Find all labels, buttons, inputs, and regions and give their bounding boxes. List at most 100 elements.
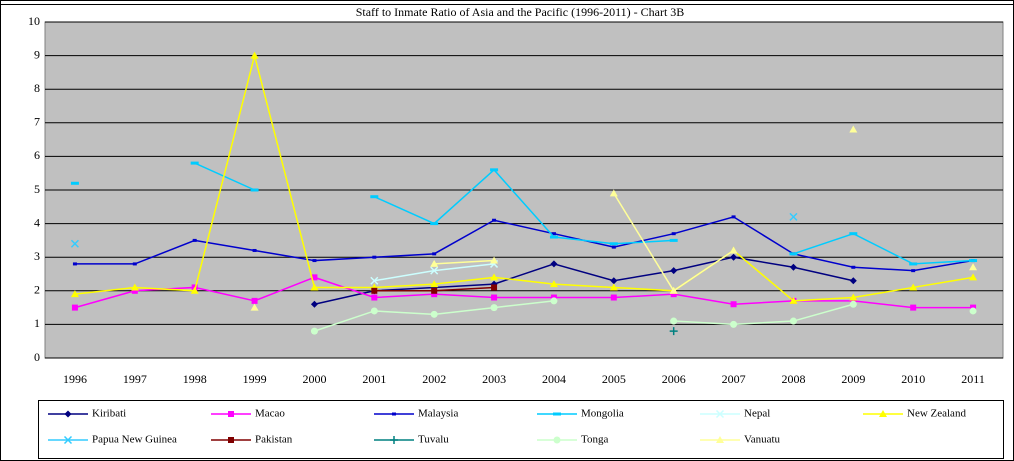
legend-marker [392,412,396,416]
data-point [370,195,379,199]
data-point [312,259,317,263]
series-line [74,55,974,302]
series-line [194,162,974,265]
data-point [969,273,978,281]
data-point [910,304,917,311]
x-tick-label: 1997 [123,372,147,386]
legend-label: Tonga [581,434,608,446]
x-tick-label: 2003 [482,372,506,386]
legend-marker [716,436,724,443]
data-point [789,212,798,221]
data-point [70,239,79,248]
data-point [370,307,378,315]
data-point [669,238,678,242]
data-point [550,297,558,305]
data-point [789,317,797,325]
data-point [669,327,678,336]
data-point [789,263,797,271]
data-point [849,300,857,308]
data-point [70,290,79,298]
data-point [250,188,259,192]
x-tick-label: 2008 [781,372,805,386]
data-point [430,222,439,226]
data-point [671,232,676,236]
data-point [730,301,737,308]
x-tick-label: 2011 [961,372,985,386]
x-tick-label: 2001 [362,372,386,386]
x-tick-label: 2009 [841,372,865,386]
legend-label: Malaysia [418,408,458,420]
legend-label: Kiribati [92,408,126,420]
data-point [430,266,439,275]
data-point [372,255,377,259]
data-point [71,304,78,311]
y-tick-label: 6 [34,148,40,162]
y-tick-label: 3 [34,249,40,263]
data-point [431,291,438,298]
data-point [490,273,499,281]
data-point [849,293,858,301]
data-point [730,253,738,261]
legend-label: Nepal [744,408,770,420]
data-point [131,287,138,294]
data-point [909,283,918,291]
data-point [731,215,736,219]
data-point [789,252,798,256]
data-point [670,317,678,325]
data-point [491,284,498,291]
legend-marker [879,410,887,417]
data-point [431,287,438,294]
data-point [70,181,79,185]
data-point [849,125,858,133]
legend-marker [228,437,234,443]
x-tick-label: 2006 [662,372,686,386]
y-tick-label: 10 [28,14,40,28]
data-point [549,235,558,239]
x-tick-label: 2007 [722,372,746,386]
legend-label: Tuvalu [418,434,449,446]
x-tick-label: 2000 [302,372,326,386]
data-point [430,259,439,267]
y-tick-label: 4 [34,215,40,229]
data-point [789,296,798,304]
data-point [430,310,438,318]
y-tick-label: 9 [34,47,40,61]
data-point [72,262,77,266]
data-point [252,248,257,252]
legend-label: New Zealand [907,408,966,420]
y-tick-label: 7 [34,115,40,129]
data-point [491,294,498,301]
data-point [250,51,259,59]
data-point [610,277,618,285]
x-tick-label: 2002 [422,372,446,386]
data-point [730,320,738,328]
data-point [851,265,856,269]
x-tick-label: 2010 [901,372,925,386]
series-line [314,256,854,305]
data-point [370,276,379,285]
data-point [192,238,197,242]
data-point [969,263,978,271]
data-point [132,262,137,266]
data-point [550,260,558,268]
legend-label: Macao [255,408,285,420]
data-point [490,304,498,312]
legend-label: Pakistan [255,434,293,446]
data-point [611,245,616,249]
data-point [251,297,258,304]
data-point [190,286,199,294]
chart-title: Staff to Inmate Ratio of Asia and the Pa… [356,5,685,19]
data-point [729,246,738,254]
legend-marker [390,436,398,444]
data-point [911,269,916,273]
data-point [310,283,319,291]
y-tick-label: 2 [34,283,40,297]
series-line [74,216,974,272]
y-tick-label: 8 [34,81,40,95]
data-point [849,277,857,285]
legend-marker [553,412,561,416]
data-point [609,283,618,291]
data-point [609,242,618,246]
legend-marker [715,409,725,419]
